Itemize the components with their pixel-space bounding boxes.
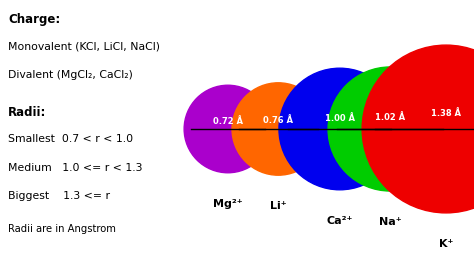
Text: Charge:: Charge: (8, 13, 60, 26)
Ellipse shape (184, 85, 272, 173)
Text: Na⁺: Na⁺ (379, 217, 401, 227)
Text: Radii:: Radii: (8, 106, 46, 119)
Text: 1.00 Å: 1.00 Å (325, 114, 355, 123)
Text: Mg²⁺: Mg²⁺ (213, 199, 243, 208)
Text: Ca²⁺: Ca²⁺ (327, 216, 353, 225)
Text: 0.72 Å: 0.72 Å (213, 117, 243, 126)
Text: Biggest    1.3 <= r: Biggest 1.3 <= r (8, 191, 110, 201)
Ellipse shape (232, 83, 324, 175)
Text: Radii are in Angstrom: Radii are in Angstrom (8, 224, 116, 235)
Text: Divalent (MgCl₂, CaCl₂): Divalent (MgCl₂, CaCl₂) (8, 70, 133, 80)
Text: Li⁺: Li⁺ (270, 201, 287, 211)
Ellipse shape (328, 67, 452, 191)
Text: 1.38 Å: 1.38 Å (431, 109, 461, 118)
Text: Monovalent (KCl, LiCl, NaCl): Monovalent (KCl, LiCl, NaCl) (8, 41, 160, 51)
Ellipse shape (362, 45, 474, 213)
Text: 0.76 Å: 0.76 Å (263, 116, 293, 125)
Text: K⁺: K⁺ (439, 239, 453, 249)
Text: Smallest  0.7 < r < 1.0: Smallest 0.7 < r < 1.0 (8, 134, 133, 144)
Ellipse shape (279, 68, 401, 190)
Text: 1.02 Å: 1.02 Å (375, 113, 405, 122)
Text: Medium   1.0 <= r < 1.3: Medium 1.0 <= r < 1.3 (8, 163, 143, 173)
